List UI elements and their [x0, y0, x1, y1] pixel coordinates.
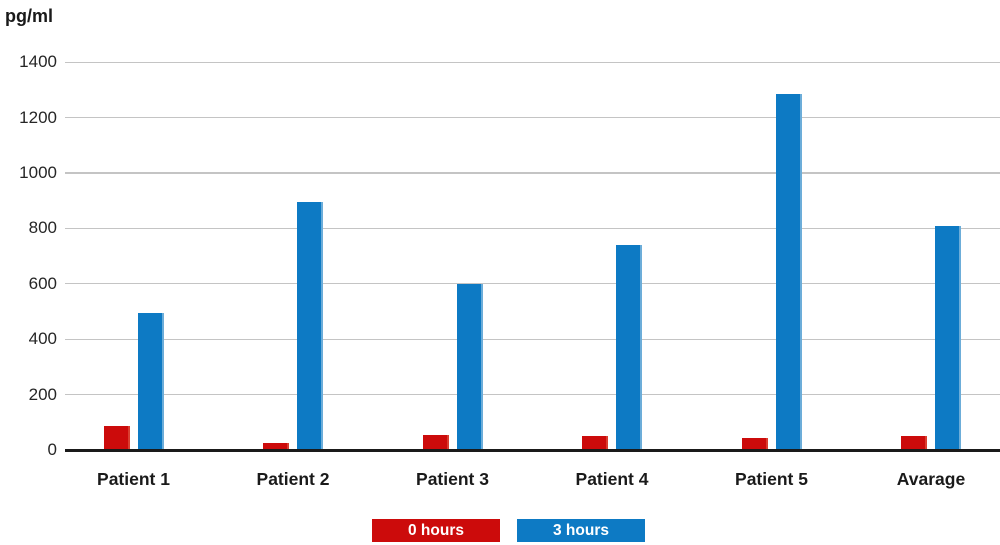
y-axis-tick-label-400: 400: [28, 329, 57, 349]
x-axis-label-patient-4: Patient 4: [575, 469, 649, 489]
x-axis-label-avarage: Avarage: [896, 469, 966, 489]
x-axis-label-patient-5: Patient 5: [735, 469, 808, 489]
bar-3-hours-patient-4: [616, 245, 642, 449]
y-axis-unit-label: pg/ml: [5, 6, 53, 26]
bar-0-hours-patient-5: [741, 437, 768, 449]
gridline-400: [65, 338, 1000, 340]
gridline-600: [65, 283, 1000, 285]
gridline-1400: [65, 61, 1000, 63]
bar-0-hours-patient-3: [422, 434, 449, 449]
x-axis-label-patient-2: Patient 2: [256, 469, 330, 489]
legend-item-0-hours: 0 hours: [372, 519, 500, 542]
y-axis-tick-label-600: 600: [28, 273, 57, 293]
gridline-200: [65, 393, 1000, 396]
bar-3-hours-patient-5: [775, 94, 802, 449]
gridline-1000: [65, 172, 1000, 174]
y-axis-tick-label-1000: 1000: [19, 163, 57, 182]
bar-0-hours-patient-4: [582, 436, 608, 449]
legend-item-3-hours: 3 hours: [517, 519, 645, 542]
x-axis-label-patient-1: Patient 1: [97, 469, 170, 489]
y-axis-tick-label-1400: 1400: [19, 52, 57, 72]
gridline-1200: [65, 116, 1000, 119]
gridline-800: [65, 227, 1000, 230]
bar-0-hours-patient-2: [263, 443, 289, 449]
x-axis-label-patient-3: Patient 3: [416, 469, 489, 489]
bar-0-hours-avarage: [901, 435, 927, 449]
bar-3-hours-avarage: [935, 225, 961, 449]
y-axis-tick-label-800: 800: [28, 218, 57, 238]
chart-legend: 0 hours 3 hours: [372, 519, 645, 542]
y-axis-tick-label-0: 0: [47, 440, 57, 459]
bar-0-hours-patient-1: [103, 426, 130, 449]
bar-3-hours-patient-1: [137, 312, 164, 449]
bar-3-hours-patient-2: [297, 202, 323, 449]
y-axis-tick-label-200: 200: [28, 384, 57, 404]
y-axis-tick-label-1200: 1200: [19, 107, 57, 127]
bar-3-hours-patient-3: [456, 283, 483, 449]
x-axis-line: [65, 448, 1000, 452]
